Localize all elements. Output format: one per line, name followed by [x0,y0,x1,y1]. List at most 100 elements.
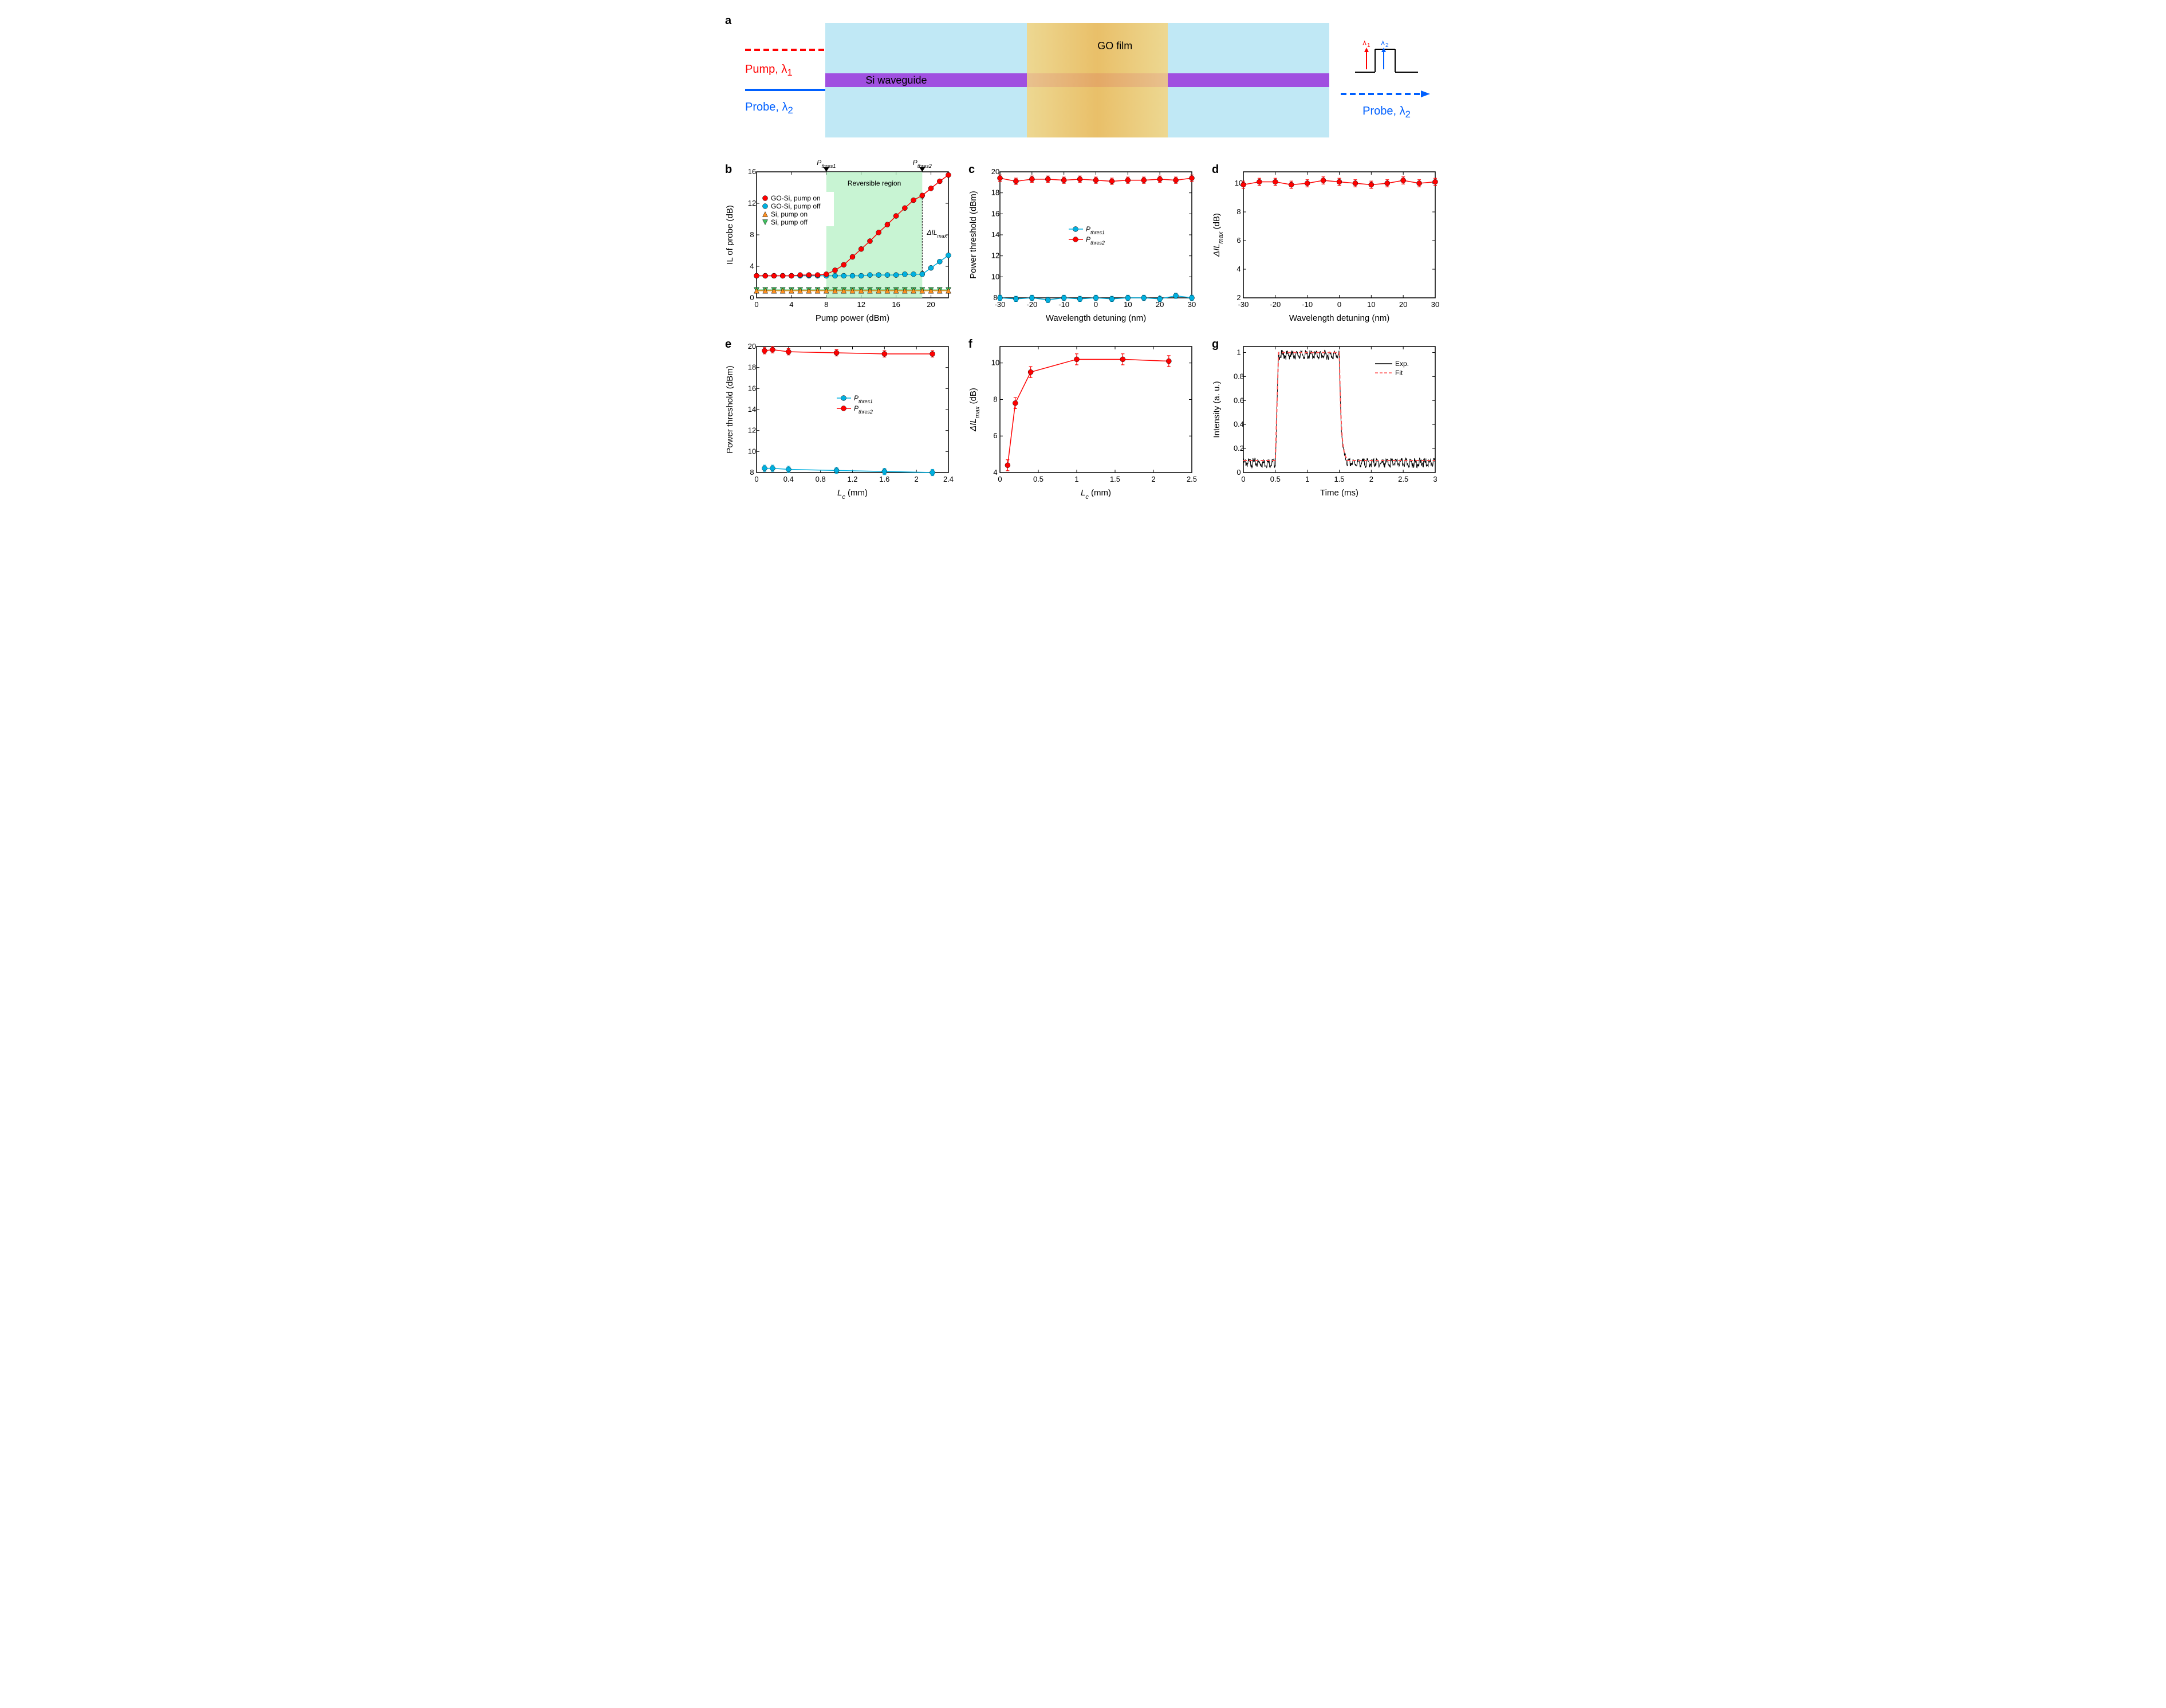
svg-text:Power threshold (dBm): Power threshold (dBm) [725,365,735,453]
svg-text:18: 18 [991,188,999,197]
svg-text:10: 10 [991,359,999,367]
svg-text:0.2: 0.2 [1234,444,1244,452]
chart-b-svg: 0481216200481216Reversible regionPthres1… [722,160,957,326]
svg-text:GO-Si, pump on: GO-Si, pump on [771,194,821,202]
svg-text:30: 30 [1188,300,1196,309]
svg-text:4: 4 [750,262,754,270]
svg-text:1.5: 1.5 [1334,475,1344,483]
chip-diagram: Si waveguide GO film [825,23,1329,137]
svg-text:Wavelength detuning (nm): Wavelength detuning (nm) [1289,313,1389,323]
svg-text:Pthres1: Pthres1 [1086,225,1105,235]
schematic: Pump, λ1 Probe, λ2 Si waveguide GO film [722,23,1444,137]
chart-e-svg: 00.40.81.21.622.48101214161820Pthres1Pth… [722,335,957,501]
panel-b: b 0481216200481216Reversible regionPthre… [722,160,957,326]
svg-text:IL of probe (dB): IL of probe (dB) [725,205,735,265]
svg-text:30: 30 [1431,300,1439,309]
svg-text:10: 10 [1367,300,1375,309]
panel-b-label: b [725,163,732,176]
svg-text:20: 20 [927,300,935,309]
svg-text:8: 8 [993,395,997,403]
panel-f-label: f [968,338,972,351]
svg-text:8: 8 [993,293,997,302]
svg-text:λ: λ [1381,41,1385,47]
si-waveguide-label: Si waveguide [865,74,927,86]
svg-text:Pthres2: Pthres2 [913,160,932,169]
svg-text:2: 2 [1385,42,1389,49]
go-film-label: GO film [1097,40,1132,52]
svg-text:0.5: 0.5 [1033,475,1043,483]
svg-text:2.5: 2.5 [1187,475,1197,483]
svg-text:0.8: 0.8 [816,475,826,483]
svg-text:2.5: 2.5 [1398,475,1408,483]
svg-text:-10: -10 [1302,300,1313,309]
svg-text:12: 12 [991,251,999,260]
svg-text:10: 10 [1124,300,1132,309]
svg-text:20: 20 [748,342,756,351]
svg-text:λ: λ [1362,41,1366,47]
svg-text:-20: -20 [1026,300,1037,309]
svg-text:2.4: 2.4 [943,475,954,483]
svg-text:0: 0 [1241,475,1245,483]
svg-text:Time (ms): Time (ms) [1320,488,1358,498]
panel-g: g 00.511.522.5300.20.40.60.81Exp.FitTime… [1209,335,1444,501]
svg-text:6: 6 [993,431,997,440]
svg-text:-10: -10 [1058,300,1069,309]
svg-text:Lc (mm): Lc (mm) [837,488,868,501]
svg-text:14: 14 [748,405,756,414]
svg-text:1: 1 [1074,475,1078,483]
filter-icon: λ1 λ2 [1352,41,1421,81]
svg-text:0.6: 0.6 [1234,396,1244,404]
svg-text:1.6: 1.6 [879,475,889,483]
svg-text:1: 1 [1367,42,1371,49]
panel-d: d -30-20-100102030246810Wavelength detun… [1209,160,1444,326]
svg-text:2: 2 [915,475,919,483]
svg-text:Si, pump on: Si, pump on [771,210,808,218]
svg-text:1.5: 1.5 [1110,475,1120,483]
svg-text:ΔILmax (dB): ΔILmax (dB) [1212,213,1224,257]
svg-text:8: 8 [750,468,754,477]
svg-text:Pthres1: Pthres1 [854,394,873,404]
probe-label-in: Probe, λ2 [745,101,825,116]
svg-text:12: 12 [748,199,756,207]
probe-label-out: Probe, λ2 [1329,105,1444,120]
svg-text:2: 2 [1236,293,1240,302]
svg-text:16: 16 [892,300,900,309]
svg-text:0: 0 [998,475,1002,483]
panel-a: a Pump, λ1 Probe, λ2 Si waveguide GO fil… [722,11,1444,149]
panel-e: e 00.40.81.21.622.48101214161820Pthres1P… [722,335,957,501]
figure-container: a Pump, λ1 Probe, λ2 Si waveguide GO fil… [722,11,1444,501]
svg-text:Exp.: Exp. [1395,360,1409,368]
svg-text:16: 16 [991,209,999,218]
svg-text:4: 4 [993,468,997,477]
svg-text:1: 1 [1236,348,1240,356]
svg-text:Fit: Fit [1395,369,1403,377]
input-labels: Pump, λ1 Probe, λ2 [722,44,825,116]
svg-text:Pthres2: Pthres2 [854,404,873,415]
svg-text:0.5: 0.5 [1270,475,1281,483]
svg-text:16: 16 [748,384,756,392]
svg-text:8: 8 [1236,207,1240,216]
svg-text:0: 0 [1236,468,1240,477]
chart-g-svg: 00.511.522.5300.20.40.60.81Exp.FitTime (… [1209,335,1444,501]
panel-f: f 00.511.522.546810Lc (mm)ΔILmax (dB) [966,335,1200,501]
pump-label: Pump, λ1 [745,63,825,78]
panel-g-label: g [1212,338,1219,351]
svg-text:12: 12 [857,300,865,309]
svg-text:16: 16 [748,167,756,176]
svg-text:2: 2 [1151,475,1155,483]
svg-text:-20: -20 [1270,300,1281,309]
svg-text:0.4: 0.4 [783,475,794,483]
svg-text:Lc (mm): Lc (mm) [1081,488,1111,501]
svg-text:0: 0 [754,300,758,309]
output-area: λ1 λ2 Probe, λ2 [1329,41,1444,120]
svg-text:8: 8 [824,300,828,309]
svg-text:GO-Si, pump off: GO-Si, pump off [771,202,821,210]
panel-d-label: d [1212,163,1219,176]
svg-text:0: 0 [1094,300,1098,309]
chart-f-svg: 00.511.522.546810Lc (mm)ΔILmax (dB) [966,335,1200,501]
svg-text:18: 18 [748,363,756,372]
svg-text:Pump power (dBm): Pump power (dBm) [816,313,889,323]
chart-d-svg: -30-20-100102030246810Wavelength detunin… [1209,160,1444,326]
svg-text:Power threshold (dBm): Power threshold (dBm) [968,191,978,278]
svg-text:6: 6 [1236,236,1240,245]
